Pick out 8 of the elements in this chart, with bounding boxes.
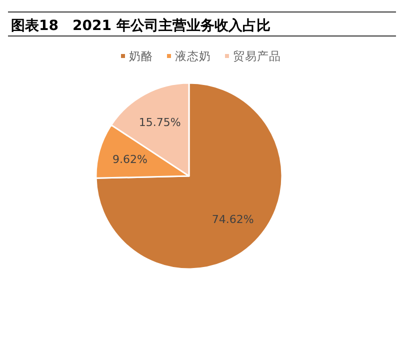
legend-label: 贸易产品 (233, 49, 281, 63)
pie-slice (95, 82, 283, 270)
legend-label: 奶酪 (129, 49, 153, 63)
legend-label: 液态奶 (175, 49, 211, 63)
data-label: 15.75% (138, 116, 181, 129)
data-label: 9.62% (112, 153, 148, 166)
chart-title: 图表18 2021 年公司主营业务收入占比 (11, 17, 270, 34)
data-label: 74.62% (212, 212, 254, 226)
